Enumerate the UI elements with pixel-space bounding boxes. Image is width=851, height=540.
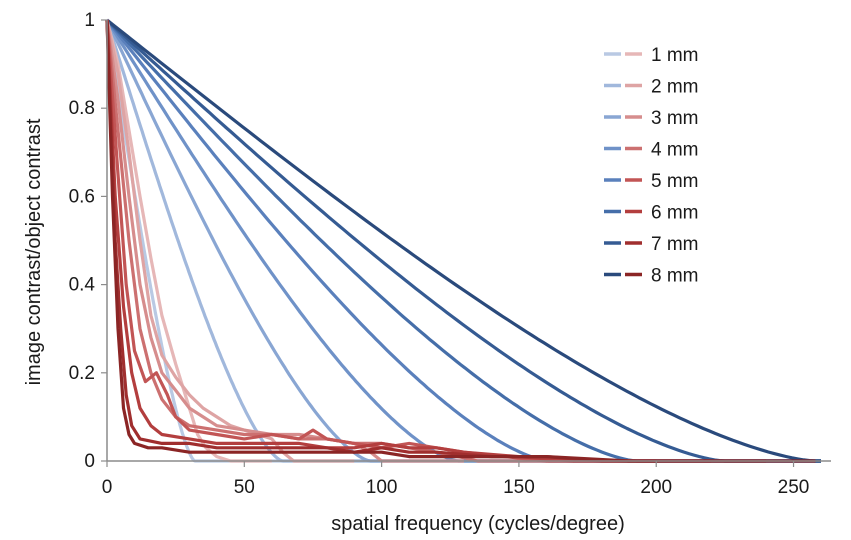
plot-area [105,18,821,463]
x-tick-label: 250 [778,477,810,498]
legend-item: 6 mm [604,203,699,224]
legend-label: 6 mm [651,203,699,224]
series-line-red-8 [105,19,816,463]
legend-item: 3 mm [604,108,699,129]
series-line-blue-6 [105,18,821,463]
legend-label: 7 mm [651,234,699,255]
y-tick-label: 0.6 [69,186,95,207]
y-tick-label: 0.2 [69,363,95,384]
series-line-blue-3 [105,19,821,463]
legend: 1 mm 2 mm 3 mm 4 mm 5 mm 6 mm 7 mm 8 mm [604,45,699,287]
series-line-red-1 [105,19,272,463]
y-tick-label: 1 [84,10,95,31]
series-line-blue-2 [105,19,821,463]
legend-item: 1 mm [604,45,699,66]
tick-labels: 0 50 100 150 200 250 0 0.2 0.4 0.6 0.8 1 [69,10,810,498]
series-line-blue-5 [105,19,821,463]
x-tick-label: 200 [640,477,672,498]
legend-label: 3 mm [651,108,699,129]
legend-item: 2 mm [604,77,699,98]
y-axis-title: image contrast/object contrast [23,118,45,385]
y-tick-label: 0 [84,451,95,472]
legend-label: 2 mm [651,77,699,98]
legend-item: 7 mm [604,234,699,255]
legend-label: 5 mm [651,171,699,192]
legend-label: 1 mm [651,45,699,66]
legend-item: 4 mm [604,140,699,161]
legend-item: 8 mm [604,266,699,287]
x-tick-label: 0 [102,477,113,498]
series-line-blue-1 [105,19,821,463]
series-line-blue-7 [105,18,821,463]
x-axis-title: spatial frequency (cycles/degree) [331,513,624,535]
series-line-blue-4 [105,19,821,463]
x-tick-label: 150 [503,477,535,498]
y-tick-label: 0.8 [69,98,95,119]
legend-label: 8 mm [651,266,699,287]
series-line-blue-8 [106,18,821,463]
x-tick-label: 100 [366,477,398,498]
legend-item: 5 mm [604,171,699,192]
x-tick-label: 50 [234,477,255,498]
axes [101,19,831,467]
series-line-red-6 [105,19,712,463]
legend-label: 4 mm [651,140,699,161]
y-tick-label: 0.4 [69,275,96,296]
